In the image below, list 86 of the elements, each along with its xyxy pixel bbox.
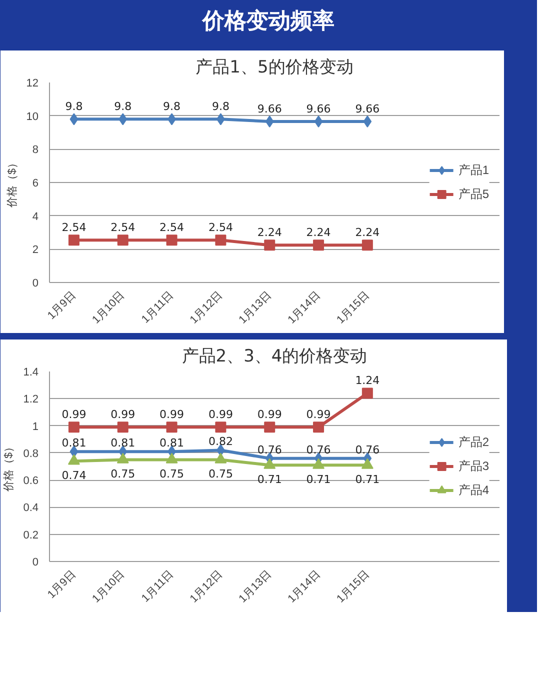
data-label: 1.24 xyxy=(355,374,380,388)
x-tick-label: 1月13日 xyxy=(236,289,274,326)
x-tick-label: 1月11日 xyxy=(140,289,176,326)
x-tick-label: 1月10日 xyxy=(90,289,128,326)
y-tick-label: 0.2 xyxy=(23,529,39,542)
x-tick-label: 1月12日 xyxy=(188,289,225,326)
data-label: 0.99 xyxy=(208,408,233,422)
data-label: 2.24 xyxy=(306,226,331,240)
x-tick-label: 1月14日 xyxy=(286,289,323,326)
point xyxy=(70,113,78,126)
data-label: 9.8 xyxy=(163,100,181,114)
data-label: 9.66 xyxy=(355,102,380,116)
y-tick-label: 1 xyxy=(32,420,39,433)
point xyxy=(118,113,128,126)
y-tick-label: 1.2 xyxy=(23,394,39,406)
data-label: 9.8 xyxy=(212,100,230,114)
text: 价格变动频率 xyxy=(202,7,334,35)
y-tick-label: 0.8 xyxy=(23,448,39,460)
x-tick-label: 1月13日 xyxy=(236,568,274,606)
data-label: 0.81 xyxy=(110,436,136,450)
data-label: 2.24 xyxy=(355,226,380,240)
data-label: 0.74 xyxy=(62,469,86,482)
data-label: 0.76 xyxy=(355,443,380,456)
data-label: 0.71 xyxy=(257,473,282,486)
data-label: 0.76 xyxy=(306,443,331,456)
data-label: 9.8 xyxy=(114,100,132,114)
y-axis-title: 价格（$） xyxy=(6,157,18,209)
y-axis-title: 价格（$） xyxy=(3,441,16,493)
data-label: 0.76 xyxy=(257,443,282,456)
data-label: 0.75 xyxy=(110,468,136,481)
data-label: 2.54 xyxy=(110,221,136,234)
point xyxy=(362,240,373,251)
data-label: 0.99 xyxy=(257,408,282,422)
data-label: 9.66 xyxy=(306,102,331,116)
legend-label: 产品3 xyxy=(458,458,489,474)
data-label: 0.75 xyxy=(160,468,184,481)
data-label: 9.8 xyxy=(65,100,83,114)
point xyxy=(264,240,276,251)
point xyxy=(265,116,274,128)
x-tick-label: 1月11日 xyxy=(140,568,176,605)
data-label: 0.99 xyxy=(110,408,136,422)
x-tick-label: 1月15日 xyxy=(334,289,372,326)
data-label: 2.54 xyxy=(62,221,86,234)
chart-title: 产品2、3、4的价格变动 xyxy=(182,346,368,366)
y-tick-label: 12 xyxy=(26,78,39,90)
y-tick-label: 0.6 xyxy=(23,475,39,488)
data-label: 0.81 xyxy=(62,436,86,450)
data-label: 0.99 xyxy=(62,408,86,422)
legend-label: 产品5 xyxy=(458,186,489,202)
legend-label: 产品4 xyxy=(458,482,489,498)
data-label: 0.99 xyxy=(160,408,184,422)
x-tick-label: 1月9日 xyxy=(46,568,78,601)
y-tick-label: 8 xyxy=(32,144,39,156)
y-tick-label: 0.4 xyxy=(23,502,39,514)
data-label: 0.71 xyxy=(355,473,380,486)
data-label: 9.66 xyxy=(257,102,282,116)
data-label: 0.99 xyxy=(306,408,331,422)
point xyxy=(68,234,80,246)
y-tick-label: 6 xyxy=(32,178,39,190)
x-tick-label: 1月10日 xyxy=(90,568,128,606)
point xyxy=(117,234,128,246)
x-tick-label: 1月12日 xyxy=(188,568,225,606)
data-label: 2.24 xyxy=(257,226,282,240)
y-tick-label: 10 xyxy=(26,110,39,123)
y-tick-label: 1.4 xyxy=(23,366,39,378)
point xyxy=(215,234,226,246)
x-tick-label: 1月15日 xyxy=(334,568,372,606)
data-label: 2.54 xyxy=(208,221,233,234)
x-tick-label: 1月9日 xyxy=(46,289,78,322)
legend-label: 产品1 xyxy=(458,162,489,178)
data-label: 0.81 xyxy=(160,436,184,450)
legend-label: 产品2 xyxy=(458,434,489,450)
x-tick-label: 1月14日 xyxy=(286,568,323,606)
point xyxy=(166,234,178,246)
data-label: 0.82 xyxy=(208,435,233,448)
point xyxy=(363,116,372,128)
y-tick-label: 0 xyxy=(32,278,39,290)
y-tick-label: 2 xyxy=(32,244,39,256)
data-label: 0.71 xyxy=(306,473,331,486)
y-tick-label: 0 xyxy=(32,556,39,568)
chart-title: 产品1、5的价格变动 xyxy=(196,58,354,78)
data-label: 2.54 xyxy=(160,221,184,234)
point xyxy=(313,240,324,251)
data-label: 0.75 xyxy=(208,468,233,481)
y-tick-label: 4 xyxy=(32,210,39,223)
point xyxy=(314,116,323,128)
